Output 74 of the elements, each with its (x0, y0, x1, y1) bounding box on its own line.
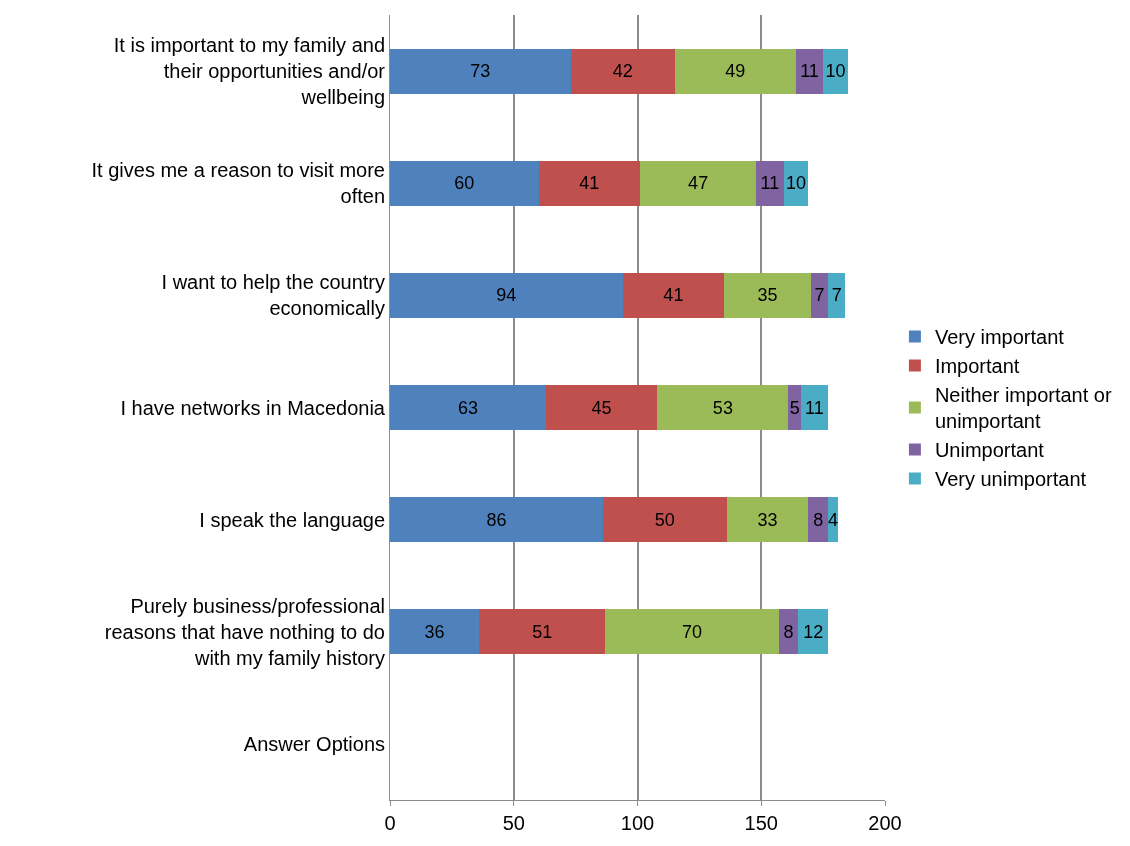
y-tick-label: I want to help the country economically (161, 271, 385, 320)
data-label: 11 (805, 397, 824, 418)
data-label: 36 (424, 621, 445, 642)
data-label: 10 (785, 173, 806, 194)
bar (602, 497, 727, 543)
data-label: 49 (725, 61, 746, 82)
data-label: 86 (486, 509, 507, 530)
bar (479, 609, 606, 655)
data-label: 45 (591, 397, 612, 418)
bar (538, 160, 640, 206)
x-tick-label: 200 (868, 812, 902, 834)
data-label: 60 (454, 173, 475, 194)
data-label: 7 (831, 285, 842, 306)
bar (570, 48, 675, 94)
bar (390, 497, 603, 543)
data-label: 70 (681, 621, 702, 642)
bar (724, 272, 811, 318)
bar (639, 160, 757, 206)
x-tick-label: 0 (384, 812, 396, 834)
bar (795, 48, 824, 94)
data-label: 11 (760, 173, 780, 194)
data-label: 41 (579, 173, 600, 194)
y-tick-label: I speak the language (199, 508, 385, 531)
x-tick-label: 150 (744, 812, 778, 834)
legend-label: Important (934, 355, 1020, 378)
data-label: 4 (828, 509, 839, 530)
bar (800, 385, 829, 430)
data-label: 5 (789, 397, 800, 418)
data-label: 47 (688, 173, 709, 194)
data-label: 12 (803, 621, 824, 642)
data-label: 63 (457, 397, 478, 418)
data-label: 35 (757, 285, 778, 306)
data-label: 42 (612, 61, 633, 82)
data-label: 41 (663, 285, 684, 306)
data-label: 73 (470, 61, 491, 82)
data-label: 51 (532, 621, 553, 642)
data-label: 10 (825, 61, 846, 82)
y-tick-label: It is important to my family and their opportunities and/or wellbeing (113, 34, 386, 109)
legend-label: Very unimportant (934, 468, 1087, 491)
data-label: 8 (813, 509, 824, 530)
legend-label: Very important (934, 326, 1065, 349)
bar (756, 160, 784, 206)
bar (808, 497, 829, 543)
bar (390, 48, 571, 94)
bar (657, 385, 789, 430)
bar (823, 48, 848, 94)
bar (798, 609, 829, 655)
bar (810, 272, 829, 318)
bar (788, 385, 801, 430)
x-tick-label: 50 (502, 812, 525, 834)
bar (545, 385, 658, 430)
bar (390, 160, 539, 206)
bar (622, 272, 725, 318)
data-label: 11 (800, 61, 819, 82)
bar (605, 609, 779, 655)
x-tick-label: 100 (620, 812, 655, 834)
bar (390, 385, 546, 430)
bar (390, 609, 480, 655)
legend-label: Neither important or unimportant (934, 384, 1112, 433)
data-label: 33 (757, 509, 778, 530)
bar (674, 48, 796, 94)
y-tick-label: I have networks in Macedonia (120, 396, 386, 419)
legend-label: Unimportant (934, 439, 1045, 462)
y-tick-label: It gives me a reason to visit more often (91, 159, 385, 208)
data-label: 50 (654, 509, 675, 530)
y-tick-label: Purely business/professional reasons that have nothing to do with my family history (104, 594, 385, 669)
data-label: 94 (496, 285, 517, 306)
bar (726, 497, 809, 543)
data-label: 7 (814, 285, 825, 306)
y-tick-label: Answer Options (243, 732, 385, 755)
data-label: 8 (783, 621, 794, 642)
bar (390, 272, 623, 318)
bar (828, 272, 846, 318)
data-label: 53 (712, 397, 733, 418)
